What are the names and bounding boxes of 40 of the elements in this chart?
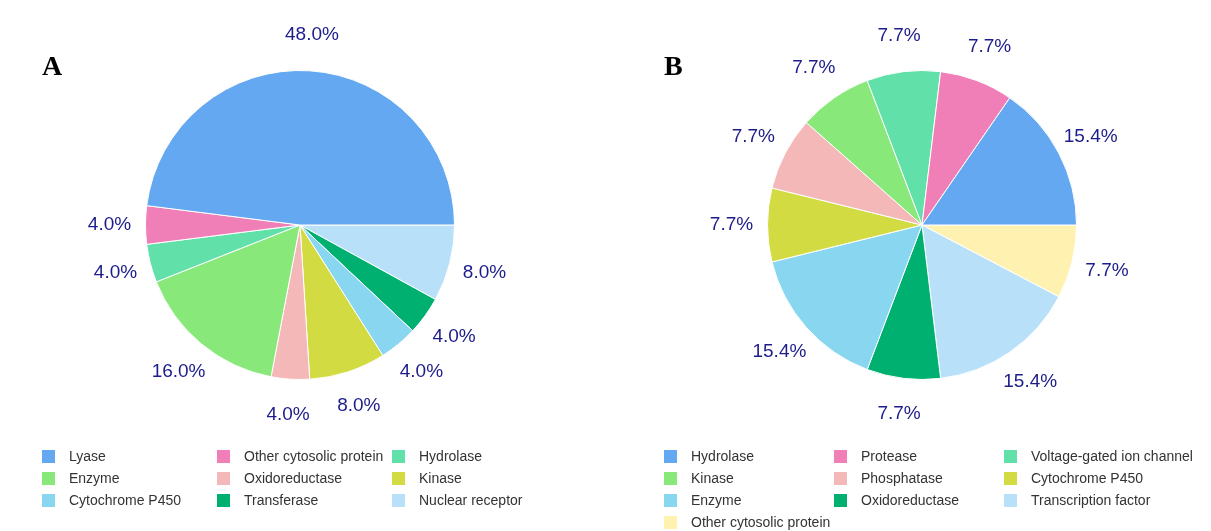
legend-label: Kinase	[419, 470, 462, 486]
legend-label: Cytochrome P450	[69, 492, 182, 508]
legend-label: Enzyme	[691, 492, 742, 508]
legend-label: Hydrolase	[419, 448, 483, 464]
data-label: 4.0%	[93, 260, 138, 282]
legend-label: Cytochrome P450	[1031, 470, 1144, 486]
text: A	[42, 50, 63, 82]
legend-label: Protease	[861, 448, 918, 464]
legend-label: Other cytosolic protein	[244, 448, 384, 464]
data-label: 8.0%	[337, 394, 381, 416]
legend-label: Hydrolase	[691, 448, 755, 464]
legend-label: Other cytosolic protein	[691, 514, 831, 530]
legend-label: Transcription factor	[1031, 492, 1151, 508]
data-label: 16.0%	[151, 360, 206, 382]
legend-label: Voltage-gated ion channel	[1031, 448, 1193, 464]
legend-label: Oxidoreductase	[861, 492, 960, 508]
data-label: 7.7%	[792, 56, 836, 78]
data-label: 4.0%	[87, 213, 132, 235]
legend-label: Lyase	[69, 448, 106, 464]
data-label: 48.0%	[285, 23, 339, 45]
text: B	[664, 50, 683, 82]
data-label: 7.7%	[877, 24, 921, 46]
data-label: 4.0%	[266, 403, 310, 425]
data-label: 15.4%	[1063, 124, 1118, 146]
data-label: 4.0%	[432, 325, 476, 347]
legend-label: Transferase	[244, 492, 319, 508]
legend-label: Nuclear receptor	[419, 492, 523, 508]
legend-label: Kinase	[691, 470, 734, 486]
data-label: 7.7%	[731, 124, 776, 146]
data-label: 8.0%	[462, 260, 507, 282]
data-label: 7.7%	[709, 213, 754, 235]
data-label: 7.7%	[1085, 258, 1129, 280]
data-label: 15.4%	[1003, 370, 1058, 392]
data-label: 7.7%	[877, 402, 921, 424]
legend-label: Oxidoreductase	[244, 470, 343, 486]
data-label: 7.7%	[967, 35, 1012, 57]
data-label: 15.4%	[752, 339, 807, 361]
legend-label: Enzyme	[69, 470, 120, 486]
legend-label: Phosphatase	[861, 470, 943, 486]
data-label: 4.0%	[399, 360, 444, 382]
